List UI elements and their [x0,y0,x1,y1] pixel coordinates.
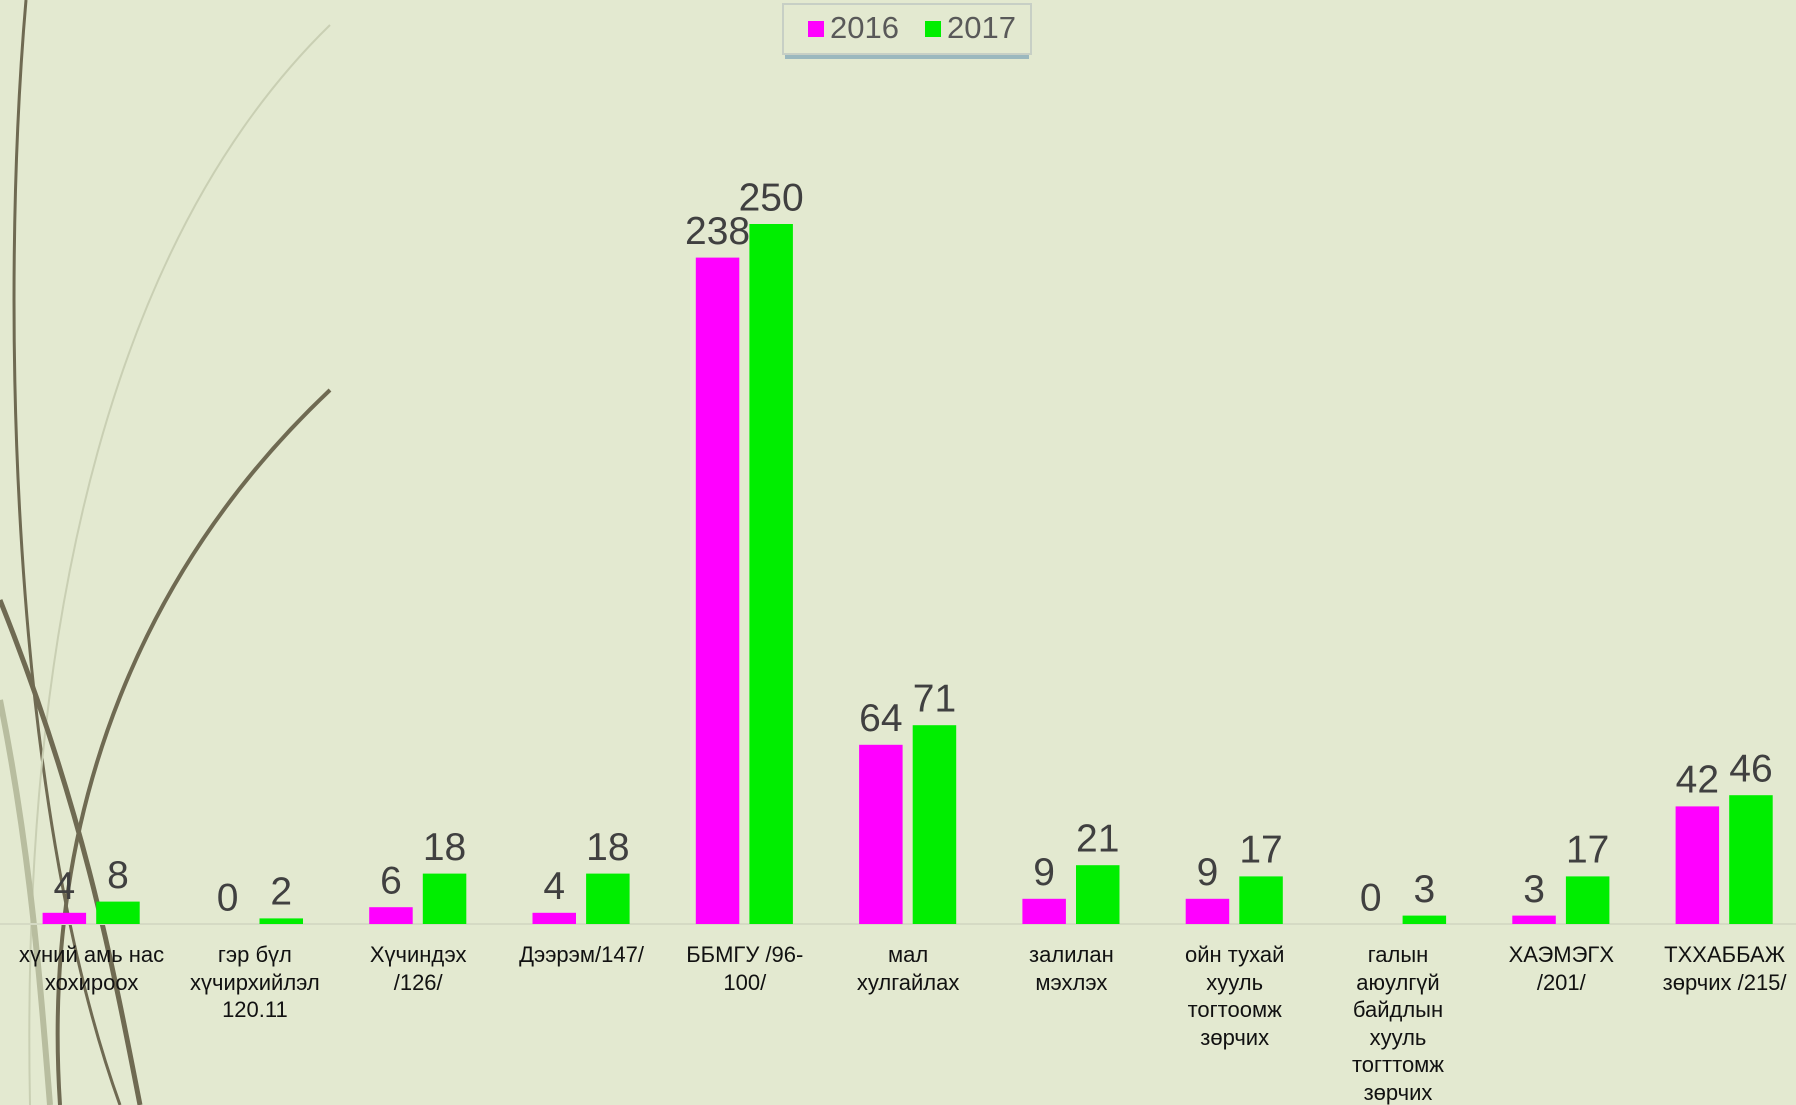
bar [1076,865,1120,924]
bar [1239,876,1283,924]
bar [912,725,957,924]
bar [1402,915,1447,924]
bar [1512,915,1556,924]
value-label: 42 [1676,759,1719,802]
value-label: 6 [380,859,402,902]
value-label: 238 [685,210,750,253]
bar [96,901,140,924]
value-label: 9 [1197,851,1219,894]
legend-marker [925,21,941,37]
bar [369,907,413,924]
x-tick-label: ойн тухай хууль тогтоомж зөрчих [1184,942,1285,1050]
bar [532,912,576,924]
bar [859,744,903,924]
value-label: 71 [913,677,956,720]
value-label: 17 [1566,829,1609,872]
bar [1565,876,1610,924]
x-tick-label: ХАЭМЭГХ /201/ [1508,942,1614,995]
value-label: 21 [1076,817,1119,860]
value-label: 46 [1729,747,1772,790]
x-tick-label: мал хулгайлах [856,942,960,995]
x-tick-label: Хүчиндэх /126/ [369,942,467,995]
bar [749,224,793,924]
value-label: 18 [423,826,466,869]
x-tick-label: залилан мэхлэх [1029,942,1114,995]
value-label: 2 [270,871,292,914]
value-label: 0 [217,876,239,919]
value-label: 4 [543,865,565,908]
value-label: 9 [1033,851,1055,894]
bar [695,257,740,925]
value-label: 17 [1239,829,1282,872]
value-label: 3 [1523,868,1545,911]
decoration [0,0,332,1105]
value-label: 0 [1360,876,1382,919]
x-tick-label: ББМГУ /96- 100/ [686,942,804,995]
legend-box [782,3,1032,55]
bar [1022,898,1066,924]
bar [1675,806,1720,924]
value-label: 3 [1413,868,1435,911]
value-label: 4 [53,865,75,908]
legend-label: 2017 [947,10,1016,45]
legend-label: 2016 [830,10,899,45]
bar [586,873,630,924]
bar [422,873,467,924]
value-label: 64 [859,697,902,740]
bar [1185,898,1230,924]
legend-marker [808,21,824,37]
x-tick-label: хүний амь нас хохироох [19,942,165,995]
bar [42,912,87,924]
x-tick-label: галын аюулгүй байдлын хууль тогттомж зөр… [1351,942,1445,1105]
x-tick-label: гэр бүл хүчирхийлэл 120.11 [190,942,320,1022]
x-tick-label: ТХХАББАЖ зөрчих /215/ [1662,942,1787,995]
value-label: 18 [586,826,629,869]
value-label: 8 [107,854,129,897]
value-label: 250 [739,176,804,219]
x-tick-label: Дээрэм/147/ [519,942,644,967]
bar [1729,795,1773,924]
bar [259,918,303,924]
